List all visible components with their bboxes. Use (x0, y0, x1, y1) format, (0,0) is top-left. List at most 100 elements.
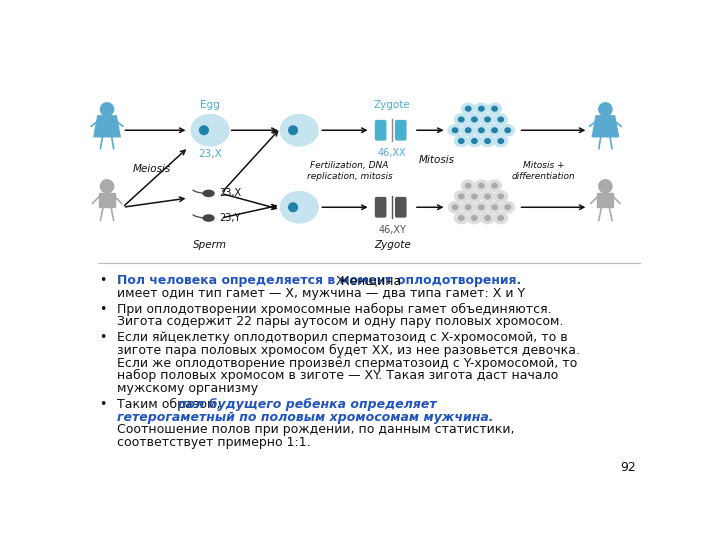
Ellipse shape (498, 117, 503, 122)
Ellipse shape (462, 103, 475, 114)
Ellipse shape (466, 184, 471, 188)
Text: Zygote: Zygote (374, 100, 410, 110)
Text: •: • (99, 331, 106, 344)
Ellipse shape (498, 194, 503, 199)
Ellipse shape (454, 191, 468, 202)
Ellipse shape (485, 215, 490, 220)
Ellipse shape (454, 135, 468, 147)
Polygon shape (593, 116, 618, 137)
Text: Если же оплодотворение произвёл сперматозоид с Y-хромосомой, то: Если же оплодотворение произвёл спермато… (117, 356, 577, 369)
Ellipse shape (481, 114, 495, 125)
Ellipse shape (485, 139, 490, 143)
Ellipse shape (474, 125, 488, 136)
Ellipse shape (448, 125, 462, 136)
Text: зиготе пара половых хромосом будет XX, из нее разовьется девочка.: зиготе пара половых хромосом будет XX, и… (117, 344, 580, 357)
Ellipse shape (459, 194, 464, 199)
Text: Зигота содержит 22 пары аутосом и одну пару половых хромосом.: Зигота содержит 22 пары аутосом и одну п… (117, 315, 564, 328)
Ellipse shape (472, 215, 477, 220)
FancyBboxPatch shape (375, 197, 387, 218)
Ellipse shape (467, 191, 482, 202)
Ellipse shape (467, 212, 482, 224)
Ellipse shape (462, 201, 475, 213)
Ellipse shape (479, 205, 484, 210)
Circle shape (599, 103, 612, 116)
Text: При оплодотворении хромосомные наборы гамет объединяются.: При оплодотворении хромосомные наборы га… (117, 303, 552, 316)
Ellipse shape (467, 114, 482, 125)
Ellipse shape (462, 180, 475, 192)
Ellipse shape (472, 139, 477, 143)
Ellipse shape (459, 117, 464, 122)
Ellipse shape (454, 212, 468, 224)
Ellipse shape (481, 212, 495, 224)
Text: Mitosis +: Mitosis + (523, 161, 564, 170)
Ellipse shape (466, 205, 471, 210)
Ellipse shape (494, 191, 508, 202)
Circle shape (289, 203, 297, 212)
Text: •: • (99, 303, 106, 316)
Ellipse shape (462, 125, 475, 136)
Ellipse shape (459, 215, 464, 220)
Ellipse shape (472, 117, 477, 122)
Ellipse shape (481, 191, 495, 202)
Text: мужскому организму: мужскому организму (117, 382, 258, 395)
Text: Zygote: Zygote (374, 240, 410, 249)
Ellipse shape (474, 180, 488, 192)
Ellipse shape (492, 106, 498, 111)
Ellipse shape (500, 201, 515, 213)
FancyBboxPatch shape (375, 120, 387, 140)
Text: 23,X: 23,X (198, 150, 222, 159)
Circle shape (199, 126, 208, 134)
Text: Таким образом,: Таким образом, (117, 398, 225, 411)
Ellipse shape (505, 205, 510, 210)
Text: Соотношение полов при рождении, по данным статистики,: Соотношение полов при рождении, по данны… (117, 423, 515, 436)
FancyBboxPatch shape (395, 120, 407, 140)
Text: •: • (99, 274, 106, 287)
Ellipse shape (373, 117, 412, 144)
Text: Женщина: Женщина (332, 274, 402, 287)
Circle shape (101, 180, 114, 193)
Text: Meiosis: Meiosis (132, 164, 171, 174)
Ellipse shape (505, 128, 510, 132)
Polygon shape (598, 193, 613, 207)
Ellipse shape (481, 135, 495, 147)
Ellipse shape (474, 201, 488, 213)
Ellipse shape (492, 128, 498, 132)
Circle shape (101, 103, 114, 116)
Text: differentiation: differentiation (511, 172, 575, 181)
Ellipse shape (466, 128, 471, 132)
Ellipse shape (498, 139, 503, 143)
Ellipse shape (452, 205, 458, 210)
Ellipse shape (479, 184, 484, 188)
Text: соответствует примерно 1:1.: соответствует примерно 1:1. (117, 436, 311, 449)
Ellipse shape (479, 128, 484, 132)
Text: 46,XY: 46,XY (378, 225, 406, 235)
Text: Mitosis: Mitosis (419, 155, 455, 165)
Ellipse shape (466, 106, 471, 111)
Polygon shape (99, 193, 115, 207)
Ellipse shape (494, 114, 508, 125)
Ellipse shape (203, 190, 214, 197)
Ellipse shape (281, 115, 318, 146)
Ellipse shape (500, 125, 515, 136)
Ellipse shape (485, 117, 490, 122)
Ellipse shape (487, 103, 502, 114)
Text: replication, mitosis: replication, mitosis (307, 172, 392, 181)
Ellipse shape (448, 201, 462, 213)
Ellipse shape (203, 215, 214, 221)
Ellipse shape (492, 205, 498, 210)
Text: имеет один тип гамет — X, мужчина — два типа гамет: X и Y: имеет один тип гамет — X, мужчина — два … (117, 287, 526, 300)
Ellipse shape (494, 212, 508, 224)
Text: Пол человека определяется в момент оплодотворения.: Пол человека определяется в момент оплод… (117, 274, 521, 287)
Circle shape (599, 180, 612, 193)
Text: Egg: Egg (200, 100, 220, 110)
Text: 23,X: 23,X (220, 188, 241, 198)
Ellipse shape (494, 135, 508, 147)
Text: Sperm: Sperm (193, 240, 227, 249)
Text: 23,Y: 23,Y (220, 213, 240, 223)
Polygon shape (94, 116, 120, 137)
Ellipse shape (281, 192, 318, 222)
Text: набор половых хромосом в зиготе — XY. Такая зигота даст начало: набор половых хромосом в зиготе — XY. Та… (117, 369, 559, 382)
Ellipse shape (467, 135, 482, 147)
Ellipse shape (454, 114, 468, 125)
Ellipse shape (487, 125, 502, 136)
